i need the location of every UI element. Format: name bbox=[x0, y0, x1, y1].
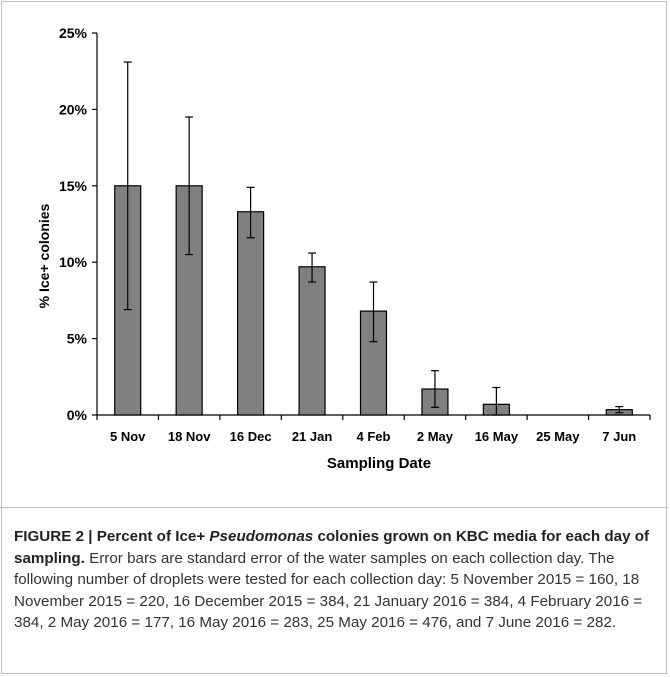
caption-label-rest: colonies grown on KBC media for each day… bbox=[14, 528, 650, 567]
y-tick-label: 20% bbox=[59, 101, 88, 117]
error-bars bbox=[123, 61, 624, 416]
x-axis: 5 Nov 18 Nov 16 Dec 21 Jan 4 Feb 2 May 16 May 2… bbox=[96, 414, 651, 444]
y-axis-label: % Ice+ colonies bbox=[36, 203, 52, 308]
x-tick-label: 5 Nov bbox=[110, 429, 146, 444]
x-tick-label: 4 Feb bbox=[357, 429, 391, 444]
figure-caption: FIGURE 2 | Percent of Ice+ Pseudomonas c… bbox=[14, 526, 654, 634]
caption-label-italic: Pseudomonas bbox=[209, 528, 314, 545]
x-axis-label: Sampling Date bbox=[327, 455, 431, 472]
x-tick-label: 2 May bbox=[417, 429, 454, 444]
x-tick-label: 18 Nov bbox=[168, 429, 211, 444]
x-tick-label: 16 May bbox=[475, 429, 519, 444]
caption-divider bbox=[0, 507, 668, 508]
y-tick-label: 0% bbox=[67, 407, 88, 423]
y-tick-label: 5% bbox=[67, 331, 88, 347]
bar bbox=[298, 266, 326, 416]
x-tick-label: 21 Jan bbox=[292, 429, 333, 444]
x-tick-label: 16 Dec bbox=[230, 429, 272, 444]
x-tick-label: 25 May bbox=[536, 429, 580, 444]
y-tick-label: 25% bbox=[59, 25, 88, 41]
y-tick-label: 10% bbox=[59, 254, 88, 270]
x-tick-label: 7 Jun bbox=[602, 429, 636, 444]
caption-text: Error bars are standard error of the wat… bbox=[14, 549, 643, 632]
bar-chart: 0% 5% 10% 15% 20% 25% 5 Nov 18 Nov 16 Dec 21 Jan… bbox=[36, 25, 651, 472]
bar bbox=[237, 211, 265, 416]
caption-label: FIGURE 2 | Percent of Ice+ bbox=[14, 528, 210, 545]
y-tick-label: 15% bbox=[59, 178, 88, 194]
y-axis: 0% 5% 10% 15% 20% 25% bbox=[59, 25, 98, 423]
